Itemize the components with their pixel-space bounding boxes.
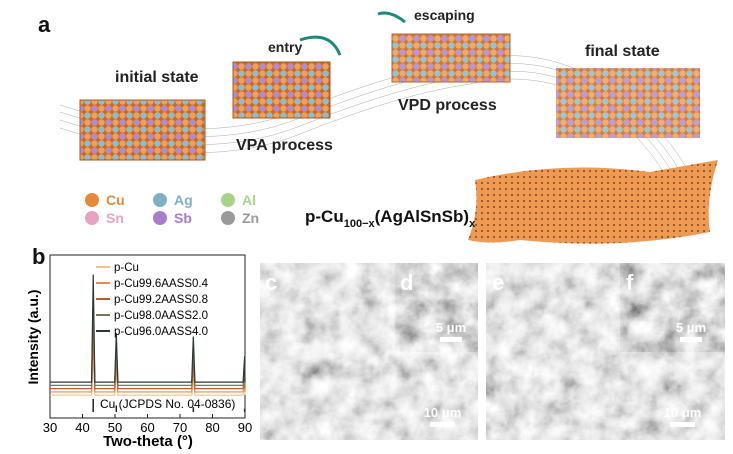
formula-sub: x (469, 218, 476, 230)
stage-label: VPD process (398, 97, 497, 114)
arrow (377, 11, 406, 24)
block-vpa (232, 61, 331, 119)
formula-part: p-Cu (305, 207, 344, 226)
y-axis-label: Intensity (a.u.) (25, 290, 41, 385)
formula-part: (AgAlSnSb) (375, 207, 469, 226)
scale-bar (440, 337, 462, 342)
panel-label: e (492, 270, 504, 295)
scale-bar (680, 337, 702, 342)
stage-label: final state (585, 43, 660, 60)
element-sphere (221, 193, 235, 207)
x-tick-label: 30 (43, 420, 57, 435)
element-sphere (153, 193, 167, 207)
element-label: Sn (106, 210, 124, 226)
scale-label: 10 μm (664, 405, 702, 420)
sem-inset (394, 262, 479, 353)
legend-label: p-Cu96.0AASS4.0 (114, 326, 208, 338)
stage-label: escaping (414, 7, 475, 23)
x-tick-label: 80 (205, 420, 219, 435)
element-label: Cu (106, 192, 125, 208)
legend-label: p-Cu (114, 262, 139, 274)
panel-label: b (32, 244, 45, 269)
x-tick-label: 40 (75, 420, 89, 435)
x-tick-label: 70 (173, 420, 187, 435)
panel-label: a (38, 12, 51, 37)
x-tick-label: 60 (140, 420, 154, 435)
element-sphere (153, 211, 167, 225)
xrd-line (50, 274, 246, 383)
reference-label: Cu (JCPDS No. 04-0836) (100, 397, 235, 411)
element-label: Al (242, 192, 256, 208)
panel-label: f (626, 270, 634, 295)
stage-label: VPA process (236, 137, 333, 154)
stage-label: entry (268, 39, 302, 55)
x-axis-label: Two-theta (°) (103, 433, 193, 450)
element-label: Sb (174, 210, 192, 226)
scale-label: 10 μm (424, 405, 462, 420)
formula: p-Cu100−x(AgAlSnSb)x (305, 207, 476, 230)
scale-bar (670, 422, 695, 427)
panel-b: b Intensity (a.u.) Two-theta (°) 30 40 50 6… (25, 244, 252, 450)
arrow (299, 35, 342, 56)
element-sphere (221, 211, 235, 225)
sem-panels: c 10 μm d 5 μm e 10 μm f 5 μm (260, 262, 726, 440)
block-initial (79, 99, 206, 161)
element-label: Ag (174, 192, 193, 208)
panel-label: d (400, 270, 413, 295)
legend-label: p-Cu98.0AASS2.0 (114, 310, 208, 322)
block-vpd (391, 33, 511, 83)
scale-label: 5 μm (436, 320, 466, 335)
element-sphere (85, 211, 99, 225)
formula-sub: 100−x (344, 218, 376, 230)
legend-label: p-Cu99.6AASS0.4 (114, 278, 209, 290)
stage-label: initial state (115, 69, 199, 86)
sem-inset (619, 262, 726, 353)
element-label: Zn (242, 210, 259, 226)
block-final (556, 68, 700, 138)
scale-label: 5 μm (676, 320, 706, 335)
element-sphere (85, 193, 99, 207)
porous-sheet (468, 160, 718, 244)
x-tick-label: 90 (238, 420, 252, 435)
legend-label: p-Cu99.2AASS0.8 (114, 294, 208, 306)
xrd-line (50, 352, 246, 396)
panel-a: a initial state entry VPA process escapi… (38, 7, 718, 244)
scale-bar (430, 422, 455, 427)
x-tick-label: 50 (108, 420, 122, 435)
panel-label: c (265, 270, 277, 295)
